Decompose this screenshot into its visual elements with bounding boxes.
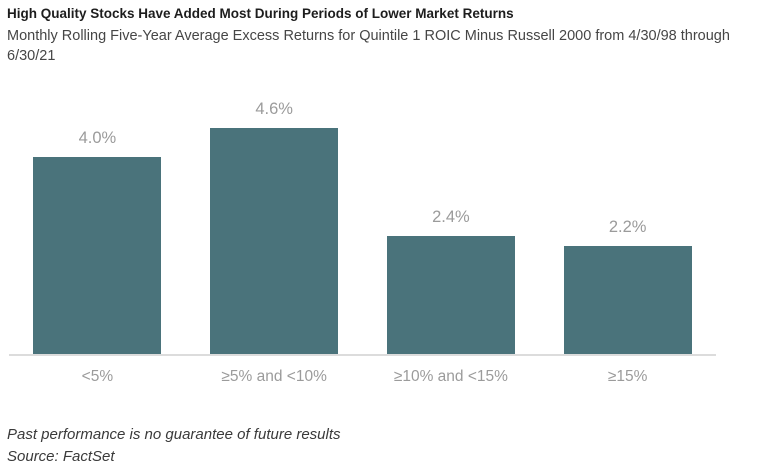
chart-subtitle: Monthly Rolling Five-Year Average Excess… (7, 28, 730, 64)
bar-plot: 4.0% 4.6% 2.4% 2.2% (9, 96, 716, 356)
chart-title: High Quality Stocks Have Added Most Duri… (7, 6, 514, 21)
x-axis-labels: <5% ≥5% and <10% ≥10% and <15% ≥15% (9, 368, 716, 386)
bar-group: 4.6% (186, 100, 363, 354)
disclaimer-text: Past performance is no guarantee of futu… (7, 426, 341, 443)
x-axis-category-label: ≥10% and <15% (393, 368, 508, 385)
bar-group: 4.0% (9, 129, 186, 354)
x-axis-category-label: <5% (81, 368, 114, 385)
bar (563, 246, 692, 354)
bar-chart: 4.0% 4.6% 2.4% 2.2% <5% ≥5% and <10% ≥10% and… (9, 96, 716, 386)
bar-value-label: 4.6% (255, 100, 293, 118)
bar (210, 128, 339, 354)
bar-group: 2.4% (363, 208, 540, 354)
chart-header: High Quality Stocks Have Added Most Duri… (0, 0, 760, 66)
bar-value-label: 2.2% (608, 218, 647, 236)
bar (386, 236, 515, 354)
chart-footer: Past performance is no guarantee of futu… (7, 424, 760, 468)
bar-value-label: 2.4% (432, 208, 470, 226)
bar-value-label: 4.0% (78, 129, 117, 147)
x-axis-category-label: ≥5% and <10% (221, 368, 327, 385)
x-axis-category-label: ≥15% (607, 368, 648, 385)
source-text: Source: FactSet (7, 448, 115, 465)
bar-group: 2.2% (539, 218, 716, 354)
bar (33, 157, 162, 354)
